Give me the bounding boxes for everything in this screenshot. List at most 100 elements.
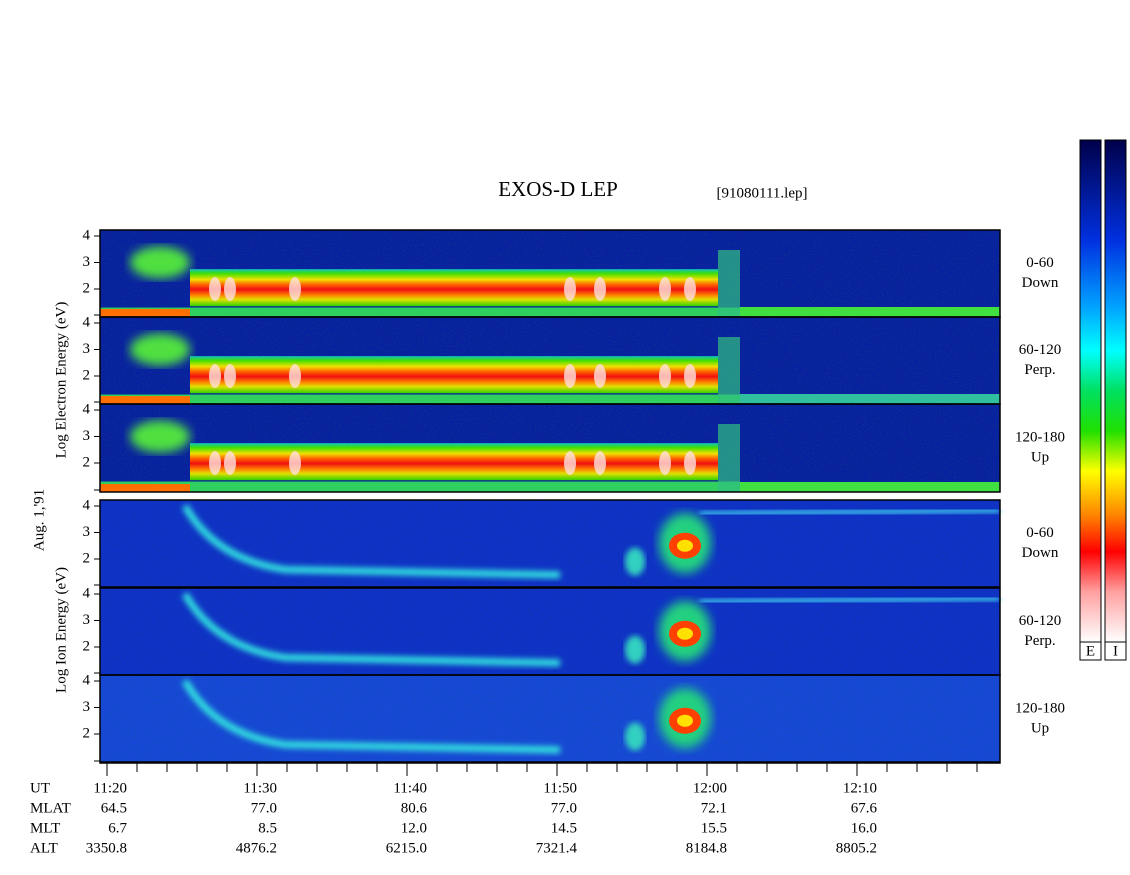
ion-panel	[100, 588, 1001, 675]
title: EXOS-D LEP	[498, 177, 618, 201]
hot-spot	[289, 451, 301, 475]
panel-border	[99, 499, 1001, 588]
ion-axis-label: Log Ion Energy (eV)	[53, 567, 69, 693]
transition	[718, 250, 740, 317]
blob	[625, 547, 645, 576]
hot-spot	[564, 451, 576, 475]
panel-angle-label: 120-180	[1015, 700, 1065, 716]
hot-spot	[684, 277, 696, 301]
energy-band	[190, 269, 718, 307]
y-tick-label: 2	[83, 725, 91, 741]
ephemeris-value: 3350.8	[86, 840, 127, 856]
ephemeris-value: 6215.0	[386, 840, 427, 856]
bottom-band-left	[100, 484, 190, 492]
colorbar	[1104, 139, 1127, 643]
y-tick-label: 3	[83, 524, 91, 540]
energy-band	[190, 443, 718, 481]
colorbar-label-box	[1079, 641, 1102, 661]
dispersion-curve	[181, 504, 561, 579]
ephemeris-value: 15.5	[701, 820, 727, 836]
ephemeris-value: 67.6	[851, 800, 878, 816]
electron-panel	[100, 317, 1000, 404]
y-tick-label: 4	[83, 227, 91, 243]
ephemeris-row-label: UT	[30, 780, 50, 796]
ephemeris-value: 64.5	[101, 800, 127, 816]
hot-spot	[659, 364, 671, 388]
hot-spot	[684, 364, 696, 388]
file-name: [91080111.lep]	[717, 185, 808, 201]
panel-direction-label: Perp.	[1024, 362, 1055, 378]
hot-spot	[684, 451, 696, 475]
ephemeris-value: 7321.4	[536, 840, 578, 856]
top-line	[699, 595, 1001, 605]
panel-direction-label: Down	[1022, 545, 1059, 561]
ephemeris-value: 77.0	[551, 800, 577, 816]
ephemeris-value: 8805.2	[836, 840, 877, 856]
dispersion-curve	[181, 592, 561, 667]
panel-direction-label: Down	[1022, 275, 1059, 291]
ephemeris-value: 80.6	[401, 800, 428, 816]
hot-spot	[209, 451, 221, 475]
panel-angle-label: 60-120	[1019, 342, 1062, 358]
hot-spot	[289, 364, 301, 388]
hot-spot	[659, 277, 671, 301]
ephemeris-row-label: MLAT	[30, 800, 71, 816]
hot-spot	[594, 364, 606, 388]
low-energy-blob	[130, 333, 190, 366]
dispersion-curve	[181, 679, 561, 754]
bottom-band-2	[740, 394, 1000, 404]
low-energy-blob	[130, 246, 190, 279]
panel-angle-label: 120-180	[1015, 429, 1065, 445]
hot-inner	[677, 627, 693, 640]
hot-spot	[224, 451, 236, 475]
ephemeris-value: 72.1	[701, 800, 727, 816]
bottom-band	[100, 481, 740, 492]
colorbar-label: E	[1086, 643, 1095, 659]
transition	[718, 424, 740, 492]
date-label: Aug. 1,'91	[31, 489, 47, 551]
time-label: 12:00	[693, 780, 727, 796]
hot-spot	[224, 364, 236, 388]
y-tick-label: 2	[83, 454, 91, 470]
top-line	[699, 507, 1001, 517]
electron-axis-label: Log Electron Energy (eV)	[53, 302, 69, 459]
hot-spot	[594, 277, 606, 301]
low-energy-blob	[130, 420, 190, 453]
blob	[625, 635, 645, 664]
panel-angle-label: 0-60	[1026, 255, 1054, 271]
hot-spot	[564, 277, 576, 301]
ephemeris-row-label: MLT	[30, 820, 60, 836]
hot-spot	[659, 451, 671, 475]
blob	[625, 722, 645, 751]
y-tick-label: 2	[83, 280, 91, 296]
y-tick-label: 2	[83, 367, 91, 383]
ephemeris-value: 4876.2	[236, 840, 277, 856]
bottom-band	[100, 394, 740, 404]
hot-inner	[677, 539, 693, 552]
y-tick-label: 4	[83, 497, 91, 513]
time-label: 11:30	[243, 780, 277, 796]
colorbar	[1079, 139, 1102, 643]
y-tick-label: 4	[83, 585, 91, 601]
bottom-band-left	[100, 309, 190, 317]
hot-spot	[224, 277, 236, 301]
ephemeris-value: 8184.8	[686, 840, 727, 856]
hot-spot	[289, 277, 301, 301]
panel-border	[99, 674, 1001, 764]
y-tick-label: 2	[83, 638, 91, 654]
y-tick-label: 3	[83, 699, 91, 715]
ephemeris-value: 16.0	[851, 820, 877, 836]
y-tick-label: 4	[83, 314, 91, 330]
y-tick-label: 3	[83, 428, 91, 444]
ephemeris-row-label: ALT	[30, 840, 58, 856]
time-label: 12:10	[843, 780, 877, 796]
panel-direction-label: Up	[1031, 449, 1049, 465]
y-tick-label: 4	[83, 401, 91, 417]
ephemeris-value: 12.0	[401, 820, 427, 836]
ion-panel	[100, 500, 1001, 587]
hot-spot	[594, 451, 606, 475]
electron-panel	[100, 230, 1000, 317]
y-tick-label: 3	[83, 254, 91, 270]
ephemeris-value: 77.0	[251, 800, 277, 816]
